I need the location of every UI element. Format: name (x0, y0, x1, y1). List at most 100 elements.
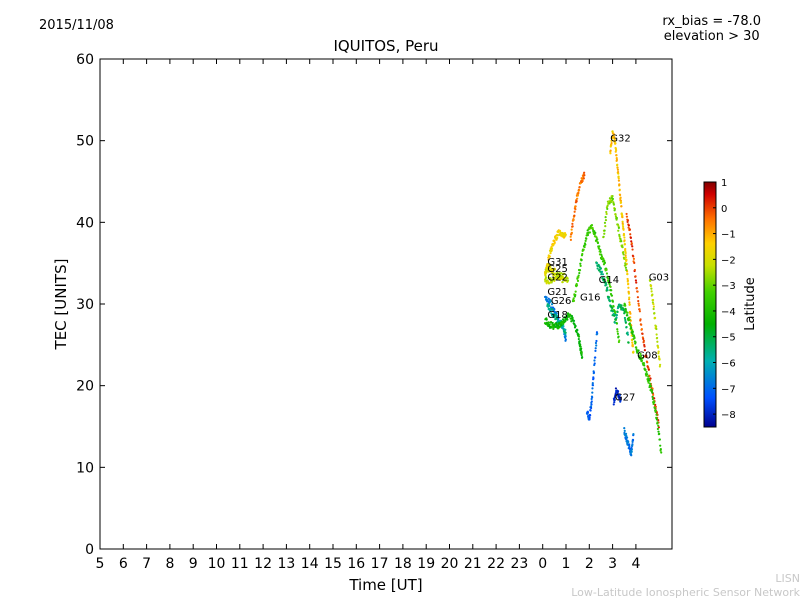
data-point (627, 282, 630, 285)
colorbar-tick-label: −8 (721, 410, 736, 421)
satellite-label: G16 (580, 293, 600, 304)
data-point (561, 326, 564, 330)
data-point (615, 218, 618, 221)
data-point (646, 373, 649, 376)
data-point (626, 333, 630, 336)
data-point (633, 261, 636, 264)
data-point (617, 172, 620, 175)
data-point (624, 254, 627, 257)
data-point (644, 368, 647, 371)
data-point (646, 361, 649, 364)
satellite-label: G22 (547, 272, 567, 283)
data-point (575, 284, 579, 287)
data-point (566, 277, 569, 280)
data-point (548, 263, 552, 266)
data-point (658, 432, 661, 435)
data-point (656, 427, 659, 431)
data-point (545, 318, 548, 321)
data-point (618, 235, 621, 238)
data-point (656, 421, 659, 424)
elevation-label: elevation > 30 (663, 29, 760, 44)
data-point (551, 321, 554, 325)
data-point (619, 199, 623, 202)
data-point (629, 312, 632, 315)
data-point (550, 312, 553, 315)
data-point (549, 252, 552, 255)
data-point (621, 220, 624, 223)
data-point (605, 283, 608, 286)
data-point (628, 301, 631, 304)
data-point (549, 277, 552, 280)
data-point (579, 345, 582, 348)
data-point (618, 183, 621, 187)
data-point (571, 316, 574, 320)
data-point (624, 432, 628, 435)
data-point (649, 278, 652, 281)
data-point (606, 204, 609, 207)
data-point (562, 325, 565, 328)
data-point (657, 352, 660, 355)
data-point (577, 337, 580, 341)
data-point (654, 403, 657, 406)
data-point (571, 225, 574, 228)
data-point (615, 322, 619, 325)
data-point (651, 293, 654, 296)
chart-title: IQUITOS, Peru (333, 37, 439, 55)
data-point (616, 310, 619, 314)
data-point (615, 153, 618, 157)
satellite-label: G18 (547, 310, 567, 321)
data-point (618, 393, 622, 397)
data-point (635, 346, 638, 349)
data-point (564, 328, 567, 331)
data-point (572, 297, 575, 300)
x-tick-label: 18 (394, 556, 412, 572)
data-point (620, 240, 623, 243)
data-point (624, 304, 627, 307)
data-point (652, 305, 655, 308)
data-point (618, 339, 621, 342)
data-point (579, 264, 582, 267)
data-point (622, 308, 626, 312)
data-point (586, 411, 590, 414)
data-point (633, 336, 636, 340)
data-point (591, 382, 594, 385)
data-point (637, 304, 641, 307)
colorbar-tick-label: 1 (721, 178, 727, 189)
colorbar-tick-label: 0 (721, 204, 727, 215)
data-point (616, 170, 620, 174)
data-point (627, 292, 631, 295)
series-g08 (623, 302, 663, 454)
series-g18 (543, 312, 584, 359)
data-point (654, 409, 657, 412)
data-point (592, 371, 596, 374)
data-point (625, 325, 628, 329)
x-tick-label: 12 (254, 556, 272, 572)
data-point (549, 265, 552, 269)
data-point (553, 239, 556, 243)
data-point (614, 213, 617, 216)
data-point (643, 349, 646, 352)
data-point (639, 318, 642, 321)
data-point (611, 197, 615, 200)
x-tick-label: 22 (487, 556, 505, 572)
data-point (580, 347, 583, 350)
data-point (649, 382, 652, 385)
data-point (600, 270, 604, 273)
data-point (610, 294, 614, 297)
x-tick-label: 5 (96, 556, 105, 572)
data-point (611, 306, 614, 310)
data-point (625, 268, 628, 272)
data-point (580, 258, 583, 262)
data-point (594, 356, 597, 359)
data-point (596, 241, 600, 245)
data-point (658, 438, 661, 441)
data-point (603, 261, 607, 264)
data-point (627, 224, 631, 227)
data-point (594, 349, 597, 352)
data-point (584, 239, 587, 242)
data-point (630, 242, 634, 245)
data-point (655, 327, 658, 331)
data-point (631, 341, 634, 344)
data-point (634, 275, 637, 278)
colorbar-tick-label: −3 (721, 281, 736, 292)
